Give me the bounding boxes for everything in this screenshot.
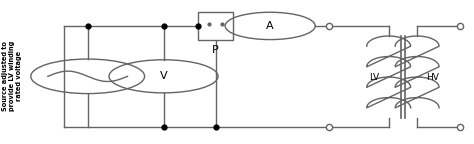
FancyBboxPatch shape: [198, 12, 233, 40]
Text: P: P: [212, 45, 219, 55]
Text: A: A: [266, 21, 274, 31]
Text: Source adjusted to
provide LV winding
rated voltage: Source adjusted to provide LV winding ra…: [2, 41, 22, 111]
Text: HV: HV: [427, 73, 439, 82]
Text: LV: LV: [369, 73, 379, 82]
Text: V: V: [160, 71, 167, 81]
